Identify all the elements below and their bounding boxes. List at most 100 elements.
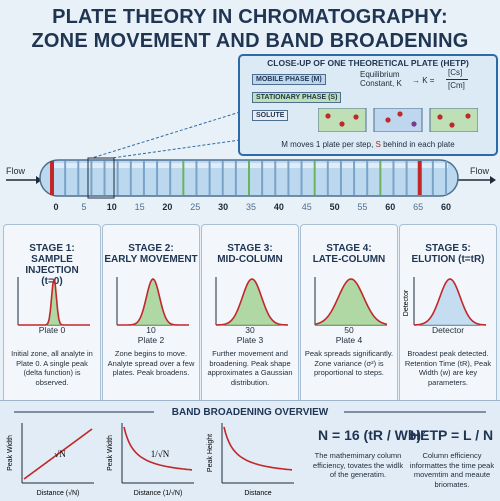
stationary-phase-label: STATIONARY PHASE (S)	[252, 92, 342, 103]
plate-boundary	[261, 161, 264, 195]
plate-boundary	[300, 161, 303, 195]
column-tick-label: 35	[246, 202, 256, 212]
stage-position-line: Plate 4	[335, 335, 363, 345]
column-tick-label: 15	[135, 202, 145, 212]
column-tick-label: 60	[385, 202, 395, 212]
column-tick-label: 60	[441, 202, 451, 212]
stage-peak-plot: Detector	[403, 277, 486, 326]
column-tick-label: 25	[190, 202, 200, 212]
stage-title-line: STAGE 1:	[29, 243, 75, 254]
overview-plot-3: Peak Height Distance	[207, 423, 294, 497]
hetp-formula: HETP = L / N	[410, 427, 493, 443]
eq-fraction-line	[446, 79, 468, 80]
closeup-caption: M moves 1 plate per step, S behind in ea…	[240, 140, 496, 149]
stage-position-line: 50	[344, 325, 354, 335]
stage-title-line: MID-COLUMN	[217, 254, 283, 265]
overview-plot-1: Peak Width Distance (√N) √N	[7, 423, 94, 497]
stage-position: Plate 0	[4, 325, 100, 335]
column-tick-label: 40	[274, 202, 284, 212]
formula1-text: N = 16 (tR / Wb)²	[318, 427, 426, 443]
caption-suffix: behind in each plate	[383, 140, 455, 149]
plate-boundary	[208, 161, 211, 195]
solute-dot	[353, 114, 359, 120]
plate-boundary	[366, 161, 369, 195]
stage-peak-plot	[215, 277, 289, 326]
column-ticks: 0 5 10 15 20 25 30 35 40 45 50 55 60 65 60	[53, 202, 451, 212]
stage-peak-fill	[216, 279, 288, 325]
stage-panel-1: STAGE 1: SAMPLE INJECTION (t=0) Plate 0 Init…	[3, 224, 101, 406]
stage-title-line: ELUTION (t=tR)	[411, 254, 485, 265]
stage-position: 10 Plate 2	[103, 325, 199, 345]
overview-x-label: Distance (1/√N)	[134, 489, 183, 497]
equilibrium-label: Equilibrium Constant, K	[360, 70, 402, 88]
overview-title: BAND BROADENING OVERVIEW	[171, 407, 329, 418]
plate-boundary	[90, 161, 93, 195]
plate-boundary	[353, 161, 356, 195]
overview-annotation: 1/√N	[151, 449, 170, 459]
overview-y-label: Peak Width	[107, 435, 114, 471]
chromatography-column	[6, 157, 496, 199]
overview-curve	[23, 428, 93, 480]
stage-position: 30 Plate 3	[202, 325, 298, 345]
stage-peak-plot	[17, 277, 90, 326]
formula2-text: HETP = L / N	[410, 427, 494, 443]
column-tick-label: 55	[357, 202, 367, 212]
stage-title: STAGE 1: SAMPLE INJECTION (t=0)	[4, 243, 100, 287]
overview-x-label: Distance (√N)	[37, 489, 80, 497]
flow-arrow-right-head	[490, 176, 496, 184]
column-tick-label: 65	[413, 202, 423, 212]
flow-right-label: Flow	[470, 166, 490, 176]
stage-position: Detector	[400, 325, 496, 335]
stage-panel-3: STAGE 3: MID-COLUMN 30 Plate 3 Further movem…	[201, 224, 299, 406]
solute-dot	[339, 121, 345, 127]
stage-panel-5: STAGE 5: ELUTION (t=tR) Detector Detector Br…	[399, 224, 497, 406]
plate-boundary	[392, 161, 395, 195]
plate-boundary	[182, 161, 185, 195]
stage-title: STAGE 3: MID-COLUMN	[202, 243, 298, 265]
flow-arrow-left-head	[36, 176, 42, 184]
plate-boundary	[287, 161, 290, 195]
page-title-line1: PLATE THEORY IN CHROMATOGRAPHY:	[52, 6, 448, 28]
stage-peak-curve	[18, 278, 90, 326]
stage-position-line: Detector	[431, 325, 465, 335]
column-tick-label: 30	[218, 202, 228, 212]
stage-position-line: Plate 2	[137, 335, 165, 345]
plate-boundary	[116, 161, 119, 195]
solute-dot	[465, 113, 471, 119]
solute-dot	[411, 121, 417, 127]
page-title-line2: ZONE MOVEMENT AND BAND BROADENING	[31, 30, 469, 52]
stage-title-line: SAMPLE INJECTION	[25, 254, 79, 276]
plate-boundary	[129, 161, 132, 195]
band-broadening-overview: BAND BROADENING OVERVIEW Peak Width Dista…	[0, 400, 500, 501]
plate-boundary	[142, 161, 145, 195]
stage-title-line: STAGE 2:	[128, 243, 174, 254]
stage-title-line: STAGE 3:	[227, 243, 273, 254]
stage-title: STAGE 2: EARLY MOVEMENT	[103, 243, 199, 265]
stage-position: 50 Plate 4	[301, 325, 397, 345]
eq-label-line2: Constant, K	[360, 79, 402, 88]
stage-title-line: LATE-COLUMN	[312, 254, 386, 265]
solute-dot	[437, 114, 443, 120]
column-tick-label: 50	[330, 202, 340, 212]
solute-dot	[385, 117, 391, 123]
plate-boundary	[195, 161, 198, 195]
caption-s: S	[375, 140, 381, 149]
plate-boundary	[445, 161, 447, 195]
plate-cell-2	[373, 108, 423, 132]
stage-title-line: EARLY MOVEMENT	[104, 254, 198, 265]
plate-boundary	[379, 161, 382, 195]
stage-peak-fill	[117, 279, 189, 325]
plate-boundary	[64, 161, 67, 195]
stage-title-line: STAGE 5:	[425, 243, 471, 254]
overview-curve	[123, 426, 193, 471]
column-tick-label: 5	[81, 202, 86, 212]
overview-curve	[223, 426, 293, 471]
formula1-description: The mathemimary column efficiency, tovat…	[312, 451, 404, 479]
column-tick-label: 20	[162, 202, 172, 212]
solute-dot	[397, 111, 403, 117]
closeup-pointer-lines	[91, 111, 241, 159]
overview-y-label: Peak Width	[7, 435, 14, 471]
column-tick-label: 45	[302, 202, 312, 212]
overview-x-label: Distance	[244, 490, 271, 497]
overview-title-rule	[14, 411, 486, 413]
